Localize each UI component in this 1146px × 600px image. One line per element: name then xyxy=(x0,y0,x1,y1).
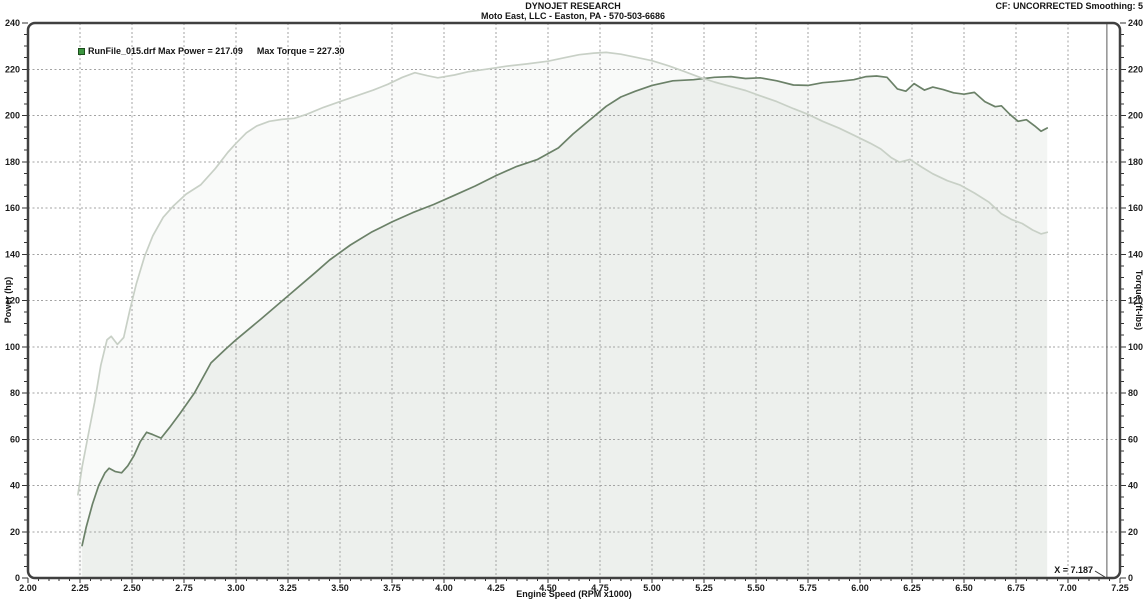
svg-text:0: 0 xyxy=(1128,573,1133,583)
shop-subtitle: Moto East, LLC - Easton, PA - 570-503-66… xyxy=(480,11,666,21)
svg-text:80: 80 xyxy=(1128,388,1138,398)
y-gridlines xyxy=(28,68,1120,533)
svg-text:160: 160 xyxy=(5,203,20,213)
svg-text:100: 100 xyxy=(5,342,20,352)
svg-text:40: 40 xyxy=(1128,481,1138,491)
svg-text:160: 160 xyxy=(1128,203,1143,213)
y-axis-label-right: Torque (ft-lbs) xyxy=(1134,269,1144,331)
svg-text:180: 180 xyxy=(5,157,20,167)
svg-text:5.25: 5.25 xyxy=(695,583,713,593)
svg-text:200: 200 xyxy=(1128,111,1143,121)
cursor-x-readout: X = 7.187 xyxy=(1054,565,1093,575)
svg-text:2.75: 2.75 xyxy=(175,583,193,593)
svg-text:120: 120 xyxy=(1128,296,1143,306)
correction-status: CF: UNCORRECTED Smoothing: 5 xyxy=(995,1,1144,11)
curve-fills xyxy=(77,52,1048,578)
svg-text:100: 100 xyxy=(1128,342,1143,352)
svg-text:20: 20 xyxy=(1128,527,1138,537)
svg-text:240: 240 xyxy=(5,18,20,28)
svg-text:3.00: 3.00 xyxy=(227,583,245,593)
svg-text:140: 140 xyxy=(5,249,20,259)
svg-text:5.50: 5.50 xyxy=(747,583,765,593)
svg-text:240: 240 xyxy=(1128,18,1143,28)
svg-text:3.50: 3.50 xyxy=(331,583,349,593)
svg-text:4.50: 4.50 xyxy=(539,583,557,593)
svg-text:140: 140 xyxy=(1128,249,1143,259)
svg-text:220: 220 xyxy=(5,64,20,74)
power-curve xyxy=(81,75,1049,547)
y-axis-label-left: Power (hp) xyxy=(3,276,13,324)
svg-text:5.00: 5.00 xyxy=(643,583,661,593)
svg-text:2.50: 2.50 xyxy=(123,583,141,593)
svg-text:4.00: 4.00 xyxy=(435,583,453,593)
svg-text:2.00: 2.00 xyxy=(19,583,37,593)
svg-text:200: 200 xyxy=(5,111,20,121)
svg-text:4.75: 4.75 xyxy=(591,583,609,593)
legend: RunFile_015.drf Max Power = 217.09 Max T… xyxy=(78,46,344,56)
svg-text:60: 60 xyxy=(10,434,20,444)
y-tick-labels-right: 0 20 40 60 80 100 120 140 160 180 200 220 240 xyxy=(1128,18,1143,583)
legend-max-torque: Max Torque = 227.30 xyxy=(256,46,345,56)
svg-text:7.00: 7.00 xyxy=(1059,583,1077,593)
svg-text:120: 120 xyxy=(5,296,20,306)
svg-text:5.75: 5.75 xyxy=(799,583,817,593)
svg-text:6.75: 6.75 xyxy=(1007,583,1025,593)
chart-title-block: DYNOJET RESEARCH Moto East, LLC - Easton… xyxy=(481,1,665,21)
svg-text:2.25: 2.25 xyxy=(71,583,89,593)
svg-text:4.25: 4.25 xyxy=(487,583,505,593)
svg-text:80: 80 xyxy=(10,388,20,398)
y-tick-labels-left: 0 20 40 60 80 100 120 140 160 180 200 220 240 xyxy=(5,18,20,583)
svg-text:180: 180 xyxy=(1128,157,1143,167)
svg-text:40: 40 xyxy=(10,481,20,491)
plot-border xyxy=(26,21,1122,580)
x-axis-label: Engine Speed (RPM x1000) xyxy=(516,589,632,599)
svg-text:6.25: 6.25 xyxy=(903,583,921,593)
svg-text:220: 220 xyxy=(1128,64,1143,74)
svg-text:60: 60 xyxy=(1128,434,1138,444)
svg-text:6.50: 6.50 xyxy=(955,583,973,593)
torque-curve xyxy=(77,51,1049,496)
svg-text:6.00: 6.00 xyxy=(851,583,869,593)
svg-text:0: 0 xyxy=(15,573,20,583)
x-tick-labels: 2.00 2.25 2.50 2.75 3.00 3.25 3.50 3.75 4.00 4.25… xyxy=(19,583,1129,593)
svg-text:7.25: 7.25 xyxy=(1111,583,1129,593)
svg-text:3.75: 3.75 xyxy=(383,583,401,593)
page-title: DYNOJET RESEARCH xyxy=(525,1,621,11)
cursor-callout-line xyxy=(1094,570,1106,578)
svg-text:20: 20 xyxy=(10,527,20,537)
svg-text:3.25: 3.25 xyxy=(279,583,297,593)
legend-run-max-power: RunFile_015.drf Max Power = 217.09 xyxy=(88,46,243,56)
run-color-swatch-icon xyxy=(78,47,85,55)
